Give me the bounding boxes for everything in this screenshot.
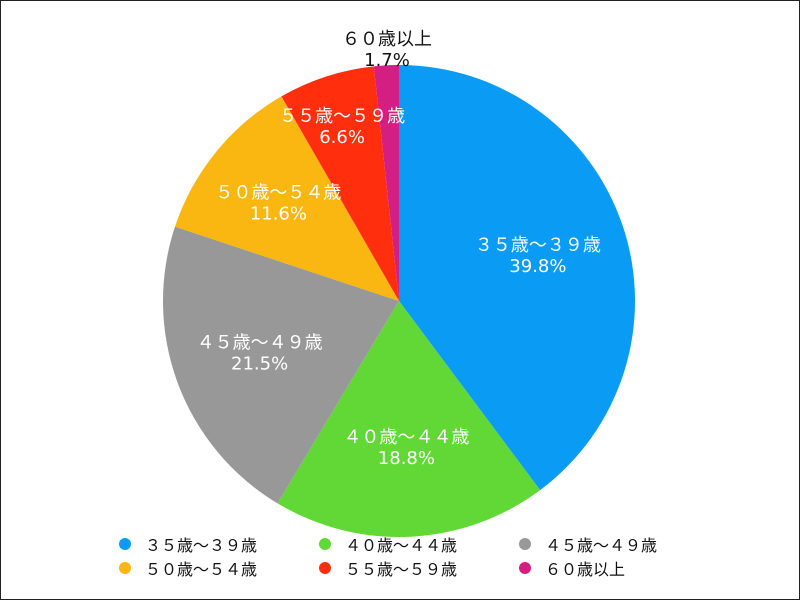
legend-item-4: ５０歳〜５４歳 [119,557,319,579]
legend-item-6: ６０歳以上 [519,557,719,579]
slice-label-4: ５０歳〜５４歳 [215,183,341,204]
slice-label-1: ３５歳〜３９歳 [475,235,601,256]
legend: ３５歳〜３９歳 ４０歳〜４４歳 ４５歳〜４９歳 ５０歳〜５４歳 ５５歳〜５９歳 ６０歳以上 [119,533,719,579]
legend-swatch-icon [519,562,531,574]
slice-value-label-6: 1.7% [364,50,410,71]
legend-item-3: ４５歳〜４９歳 [519,533,719,555]
pie-slice-5 [281,66,399,301]
legend-label: ４０歳〜４４歳 [345,536,458,555]
pie-slice-4 [175,96,399,302]
slice-value-label-2: 18.8% [378,448,435,469]
slice-value-label-1: 39.8% [509,256,566,277]
legend-label: ５５歳〜５９歳 [345,560,458,579]
slice-value-label-3: 21.5% [231,354,288,375]
slice-label-6: ６０歳以上 [342,29,432,50]
pie-slice-1 [399,65,636,491]
legend-label: ３５歳〜３９歳 [145,536,258,555]
legend-item-1: ３５歳〜３９歳 [119,533,319,555]
legend-swatch-icon [319,562,331,574]
legend-label: ４５歳〜４９歳 [545,536,658,555]
legend-item-5: ５５歳〜５９歳 [319,557,519,579]
legend-label: ５０歳〜５４歳 [145,560,258,579]
pie-slice-6 [373,65,399,301]
slice-value-label-4: 11.6% [250,204,307,225]
legend-swatch-icon [119,562,131,574]
legend-swatch-icon [319,538,331,550]
legend-swatch-icon [519,538,531,550]
slice-label-2: ４０歳〜４４歳 [343,427,469,448]
slice-value-label-5: 6.6% [319,127,365,148]
legend-swatch-icon [119,538,131,550]
legend-item-2: ４０歳〜４４歳 [319,533,519,555]
slice-label-5: ５５歳〜５９歳 [279,106,405,127]
legend-label: ６０歳以上 [545,560,626,579]
pie-slice-2 [277,301,541,538]
pie-slice-3 [162,226,399,504]
slice-label-3: ４５歳〜４９歳 [197,333,323,354]
